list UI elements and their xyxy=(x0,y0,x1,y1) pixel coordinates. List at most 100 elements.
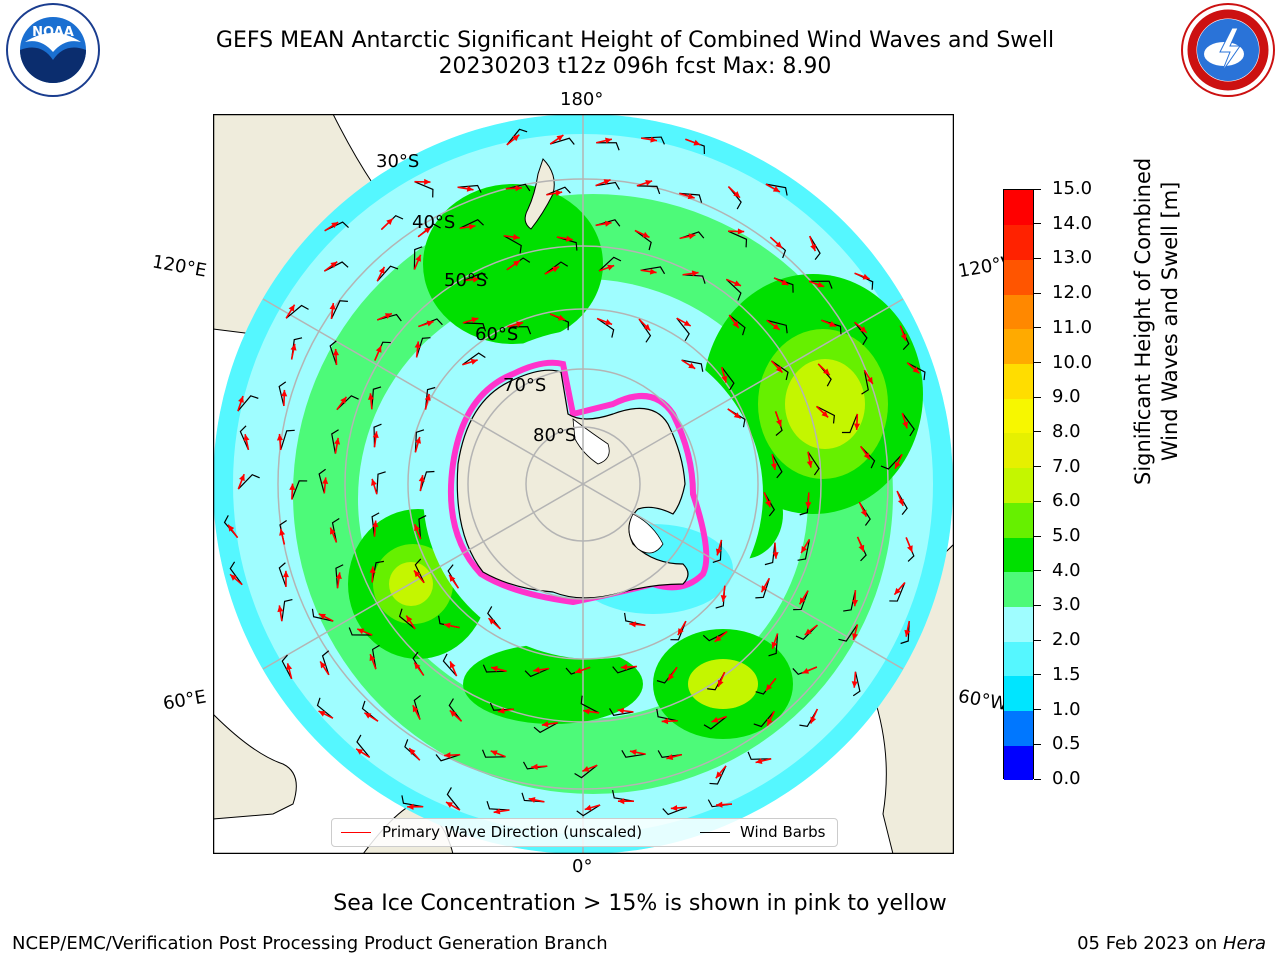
colorbar-tick-label: 0.5 xyxy=(1052,733,1081,755)
wave-arrow xyxy=(617,798,634,805)
wave-arrow xyxy=(727,186,741,199)
colorbar-tick-label: 8.0 xyxy=(1052,420,1081,442)
wind-barb xyxy=(670,620,687,641)
wind-barb xyxy=(533,722,558,734)
wind-barb xyxy=(335,564,344,589)
colorbar-label-line2: Wind Waves and Swell [m] xyxy=(1158,181,1182,462)
wind-barb xyxy=(377,313,402,322)
wind-barb xyxy=(676,317,690,342)
wind-barb xyxy=(486,801,510,811)
wind-barb xyxy=(900,620,910,645)
wave-arrow xyxy=(329,302,336,319)
wind-barb xyxy=(702,631,728,642)
wind-barb xyxy=(324,261,349,272)
colorbar-tick xyxy=(1034,709,1041,711)
wave-arrow xyxy=(821,319,837,328)
colorbar-segment xyxy=(1004,259,1033,295)
colorbar-tick-label: 1.0 xyxy=(1052,698,1081,720)
wave-arrow xyxy=(773,277,789,286)
wave-arrow xyxy=(801,666,818,674)
wave-arrow xyxy=(506,259,521,271)
wind-barb xyxy=(621,750,646,758)
wave-arrow xyxy=(281,389,288,406)
wave-arrow xyxy=(774,411,782,427)
wind-barb xyxy=(852,671,861,697)
wave-arrow xyxy=(462,317,479,324)
wave-arrow xyxy=(369,566,376,583)
wave-arrow xyxy=(371,478,378,495)
wave-arrow xyxy=(335,572,342,589)
wave-arrow xyxy=(324,221,339,232)
wave-arrow xyxy=(629,749,646,756)
wave-arrow xyxy=(407,803,424,810)
wind-barb xyxy=(329,340,338,366)
wave-arrow xyxy=(503,234,520,241)
legend-barb-label: Wind Barbs xyxy=(740,823,826,841)
wind-barb xyxy=(797,539,811,561)
wave-arrow xyxy=(374,345,382,361)
wave-arrow xyxy=(462,358,478,366)
wave-arrow xyxy=(854,272,870,280)
wave-arrow xyxy=(800,538,811,554)
colorbar-tick-label: 5.0 xyxy=(1052,525,1081,547)
wave-arrow xyxy=(769,236,783,249)
wind-barb xyxy=(771,453,783,479)
wave-arrow xyxy=(755,758,772,765)
wind-barb xyxy=(462,322,487,332)
footer-date-text: 05 Feb 2023 on xyxy=(1077,933,1223,954)
colorbar-tick xyxy=(1034,257,1041,259)
wave-arrow xyxy=(765,183,781,193)
colorbar-tick xyxy=(1034,743,1041,745)
wave-arrow xyxy=(418,475,425,492)
colorbar-tick-label: 13.0 xyxy=(1052,247,1093,269)
wave-arrow xyxy=(413,569,425,584)
colorbar-tick xyxy=(1034,604,1041,606)
wave-direction-arrows xyxy=(223,128,926,817)
lat-label-60s: 60°S xyxy=(475,324,519,345)
wave-arrow xyxy=(413,523,422,540)
wave-arrow xyxy=(227,524,239,539)
wind-barb xyxy=(316,697,334,719)
wave-arrow xyxy=(418,320,434,328)
colorbar-segment xyxy=(1004,190,1033,226)
wave-arrow xyxy=(329,527,338,543)
wind-barb xyxy=(721,366,735,391)
wind-barb xyxy=(376,471,386,495)
wind-barb xyxy=(640,266,666,275)
colorbar-segment xyxy=(1004,745,1033,781)
wind-barb xyxy=(816,405,835,424)
colorbar-tick xyxy=(1034,570,1041,572)
wave-arrow xyxy=(772,542,779,559)
colorbar-tick xyxy=(1034,466,1041,468)
wave-arrow xyxy=(804,624,818,636)
wave-arrow xyxy=(323,261,338,272)
wave-arrow xyxy=(666,753,683,760)
wind-barb xyxy=(311,608,334,622)
wind-barb xyxy=(416,337,431,358)
wind-barb xyxy=(612,665,637,674)
wave-arrow xyxy=(336,396,348,411)
colorbar-tick xyxy=(1034,188,1041,190)
map-legend: Primary Wave Direction (unscaled) Wind B… xyxy=(331,818,838,847)
wave-arrow xyxy=(681,359,696,370)
sea-ice-edge xyxy=(448,359,710,606)
colorbar-tick-label: 14.0 xyxy=(1052,212,1093,234)
wind-barb xyxy=(457,184,482,193)
wind-barb xyxy=(795,624,818,641)
colorbar-segment xyxy=(1004,224,1033,260)
wind-barb xyxy=(348,627,373,636)
colorbar-tick xyxy=(1034,500,1041,502)
wave-arrow xyxy=(711,715,727,723)
wave-arrow xyxy=(894,454,903,470)
noaa-logo: NOAA xyxy=(5,2,101,98)
footer-date: 05 Feb 2023 on Hera xyxy=(1077,933,1266,954)
wave-arrow xyxy=(279,528,286,545)
wind-barb xyxy=(727,230,748,248)
wave-arrow xyxy=(414,341,421,358)
wave-arrow xyxy=(376,312,393,321)
wave-arrow xyxy=(596,317,613,326)
lon-label-120e: 120°E xyxy=(150,251,209,282)
wave-arrow xyxy=(372,431,379,448)
antarctica-land xyxy=(456,369,689,599)
wind-barb xyxy=(861,370,869,395)
